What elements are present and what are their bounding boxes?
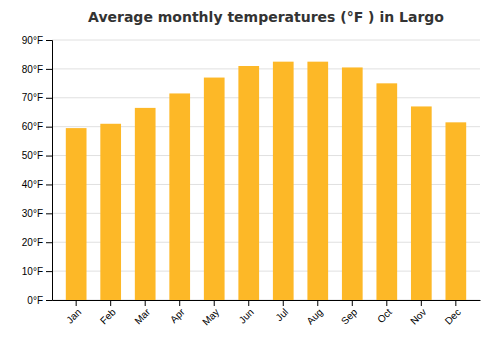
y-axis: 0°F 10°F 20°F 30°F 40°F 50°F 60°F 70°F 80°F 90°F xyxy=(22,35,53,306)
y-tick-label: 50°F xyxy=(22,150,43,161)
x-tick-label: Dec xyxy=(443,306,463,326)
y-tick-label: 80°F xyxy=(22,64,43,75)
y-axis-line xyxy=(46,41,53,301)
y-tick-mark xyxy=(46,127,52,128)
y-tick-label: 90°F xyxy=(22,35,43,46)
y-tick-mark xyxy=(46,300,52,301)
x-tick-label: Nov xyxy=(408,306,428,326)
x-tick-label: Oct xyxy=(375,306,394,325)
y-tick-mark xyxy=(46,69,52,70)
x-tick: Apr xyxy=(168,300,187,325)
bar xyxy=(307,62,328,300)
y-tick-mark xyxy=(46,98,52,99)
x-tick-mark xyxy=(110,300,111,306)
bar xyxy=(204,78,225,300)
x-tick-mark xyxy=(283,300,284,306)
y-tick-mark xyxy=(46,184,52,185)
y-tick-mark xyxy=(46,40,52,41)
y-tick: 50°F xyxy=(22,150,52,161)
x-tick-mark xyxy=(386,300,387,306)
x-tick-label: Jul xyxy=(274,306,291,323)
y-tick-label: 30°F xyxy=(22,208,43,219)
bar xyxy=(445,122,466,300)
x-tick-label: Jun xyxy=(237,306,256,325)
y-tick: 0°F xyxy=(27,295,52,306)
y-tick-label: 0°F xyxy=(27,295,43,306)
x-tick: Jun xyxy=(237,300,256,326)
bar xyxy=(273,62,294,300)
y-tick-label: 70°F xyxy=(22,92,43,103)
x-tick-label: Aug xyxy=(304,306,324,326)
title: Average monthly temperatures (°F ) in La… xyxy=(88,9,444,25)
x-tick-mark xyxy=(145,300,146,306)
y-tick: 70°F xyxy=(22,92,52,103)
y-tick-label: 40°F xyxy=(22,179,43,190)
x-tick-label: Mar xyxy=(132,306,152,326)
y-tick: 90°F xyxy=(22,35,52,46)
y-tick: 60°F xyxy=(22,121,52,132)
y-tick: 10°F xyxy=(22,266,52,277)
x-axis: Jan Feb Mar Apr May Jun Jul Aug Sep Oct Nov Dec xyxy=(53,300,481,328)
y-tick-label: 60°F xyxy=(22,121,43,132)
x-tick: Jul xyxy=(274,300,291,323)
x-tick-label: Sep xyxy=(339,306,360,327)
y-tick: 40°F xyxy=(22,179,52,190)
chart: Jan Feb Mar Apr May Jun Jul Aug Sep Oct Nov Dec 0°F 1… xyxy=(0,0,500,350)
x-tick-label: May xyxy=(200,306,221,327)
bar xyxy=(169,93,190,300)
bar xyxy=(100,124,121,300)
bar xyxy=(238,66,259,300)
y-tick-mark xyxy=(46,213,52,214)
x-tick-mark xyxy=(317,300,318,306)
grid xyxy=(52,40,480,300)
y-tick-label: 10°F xyxy=(22,266,43,277)
y-tick: 20°F xyxy=(22,237,52,248)
bar xyxy=(66,128,87,300)
y-tick-mark xyxy=(46,156,52,157)
bar xyxy=(411,106,432,300)
grid-line xyxy=(52,68,480,69)
x-tick: Jan xyxy=(64,300,83,326)
x-tick-mark xyxy=(421,300,422,306)
x-tick: Nov xyxy=(408,300,428,327)
x-tick: Sep xyxy=(339,300,360,327)
y-tick-mark xyxy=(46,242,52,243)
x-tick-label: Jan xyxy=(64,306,83,325)
x-tick-mark xyxy=(179,300,180,306)
x-tick: Dec xyxy=(443,300,463,327)
x-tick: Aug xyxy=(304,300,324,327)
x-tick: Oct xyxy=(375,300,394,325)
y-tick: 80°F xyxy=(22,64,52,75)
x-tick-mark xyxy=(214,300,215,306)
y-tick: 30°F xyxy=(22,208,52,219)
bar xyxy=(376,83,397,300)
grid-line xyxy=(52,40,480,41)
x-tick-mark xyxy=(248,300,249,306)
grid-line xyxy=(52,97,480,98)
bar xyxy=(135,108,156,300)
x-tick: May xyxy=(200,300,221,328)
x-tick-label: Feb xyxy=(98,306,118,326)
x-tick-mark xyxy=(455,300,456,306)
x-axis-line xyxy=(53,300,481,301)
y-tick-label: 20°F xyxy=(22,237,43,248)
x-tick-mark xyxy=(352,300,353,306)
y-tick-mark xyxy=(46,271,52,272)
x-tick-label: Apr xyxy=(168,306,187,325)
x-tick-mark xyxy=(76,300,77,306)
x-tick: Feb xyxy=(98,300,118,326)
bar xyxy=(342,67,363,300)
x-tick: Mar xyxy=(132,300,152,326)
plot-area xyxy=(66,62,466,300)
